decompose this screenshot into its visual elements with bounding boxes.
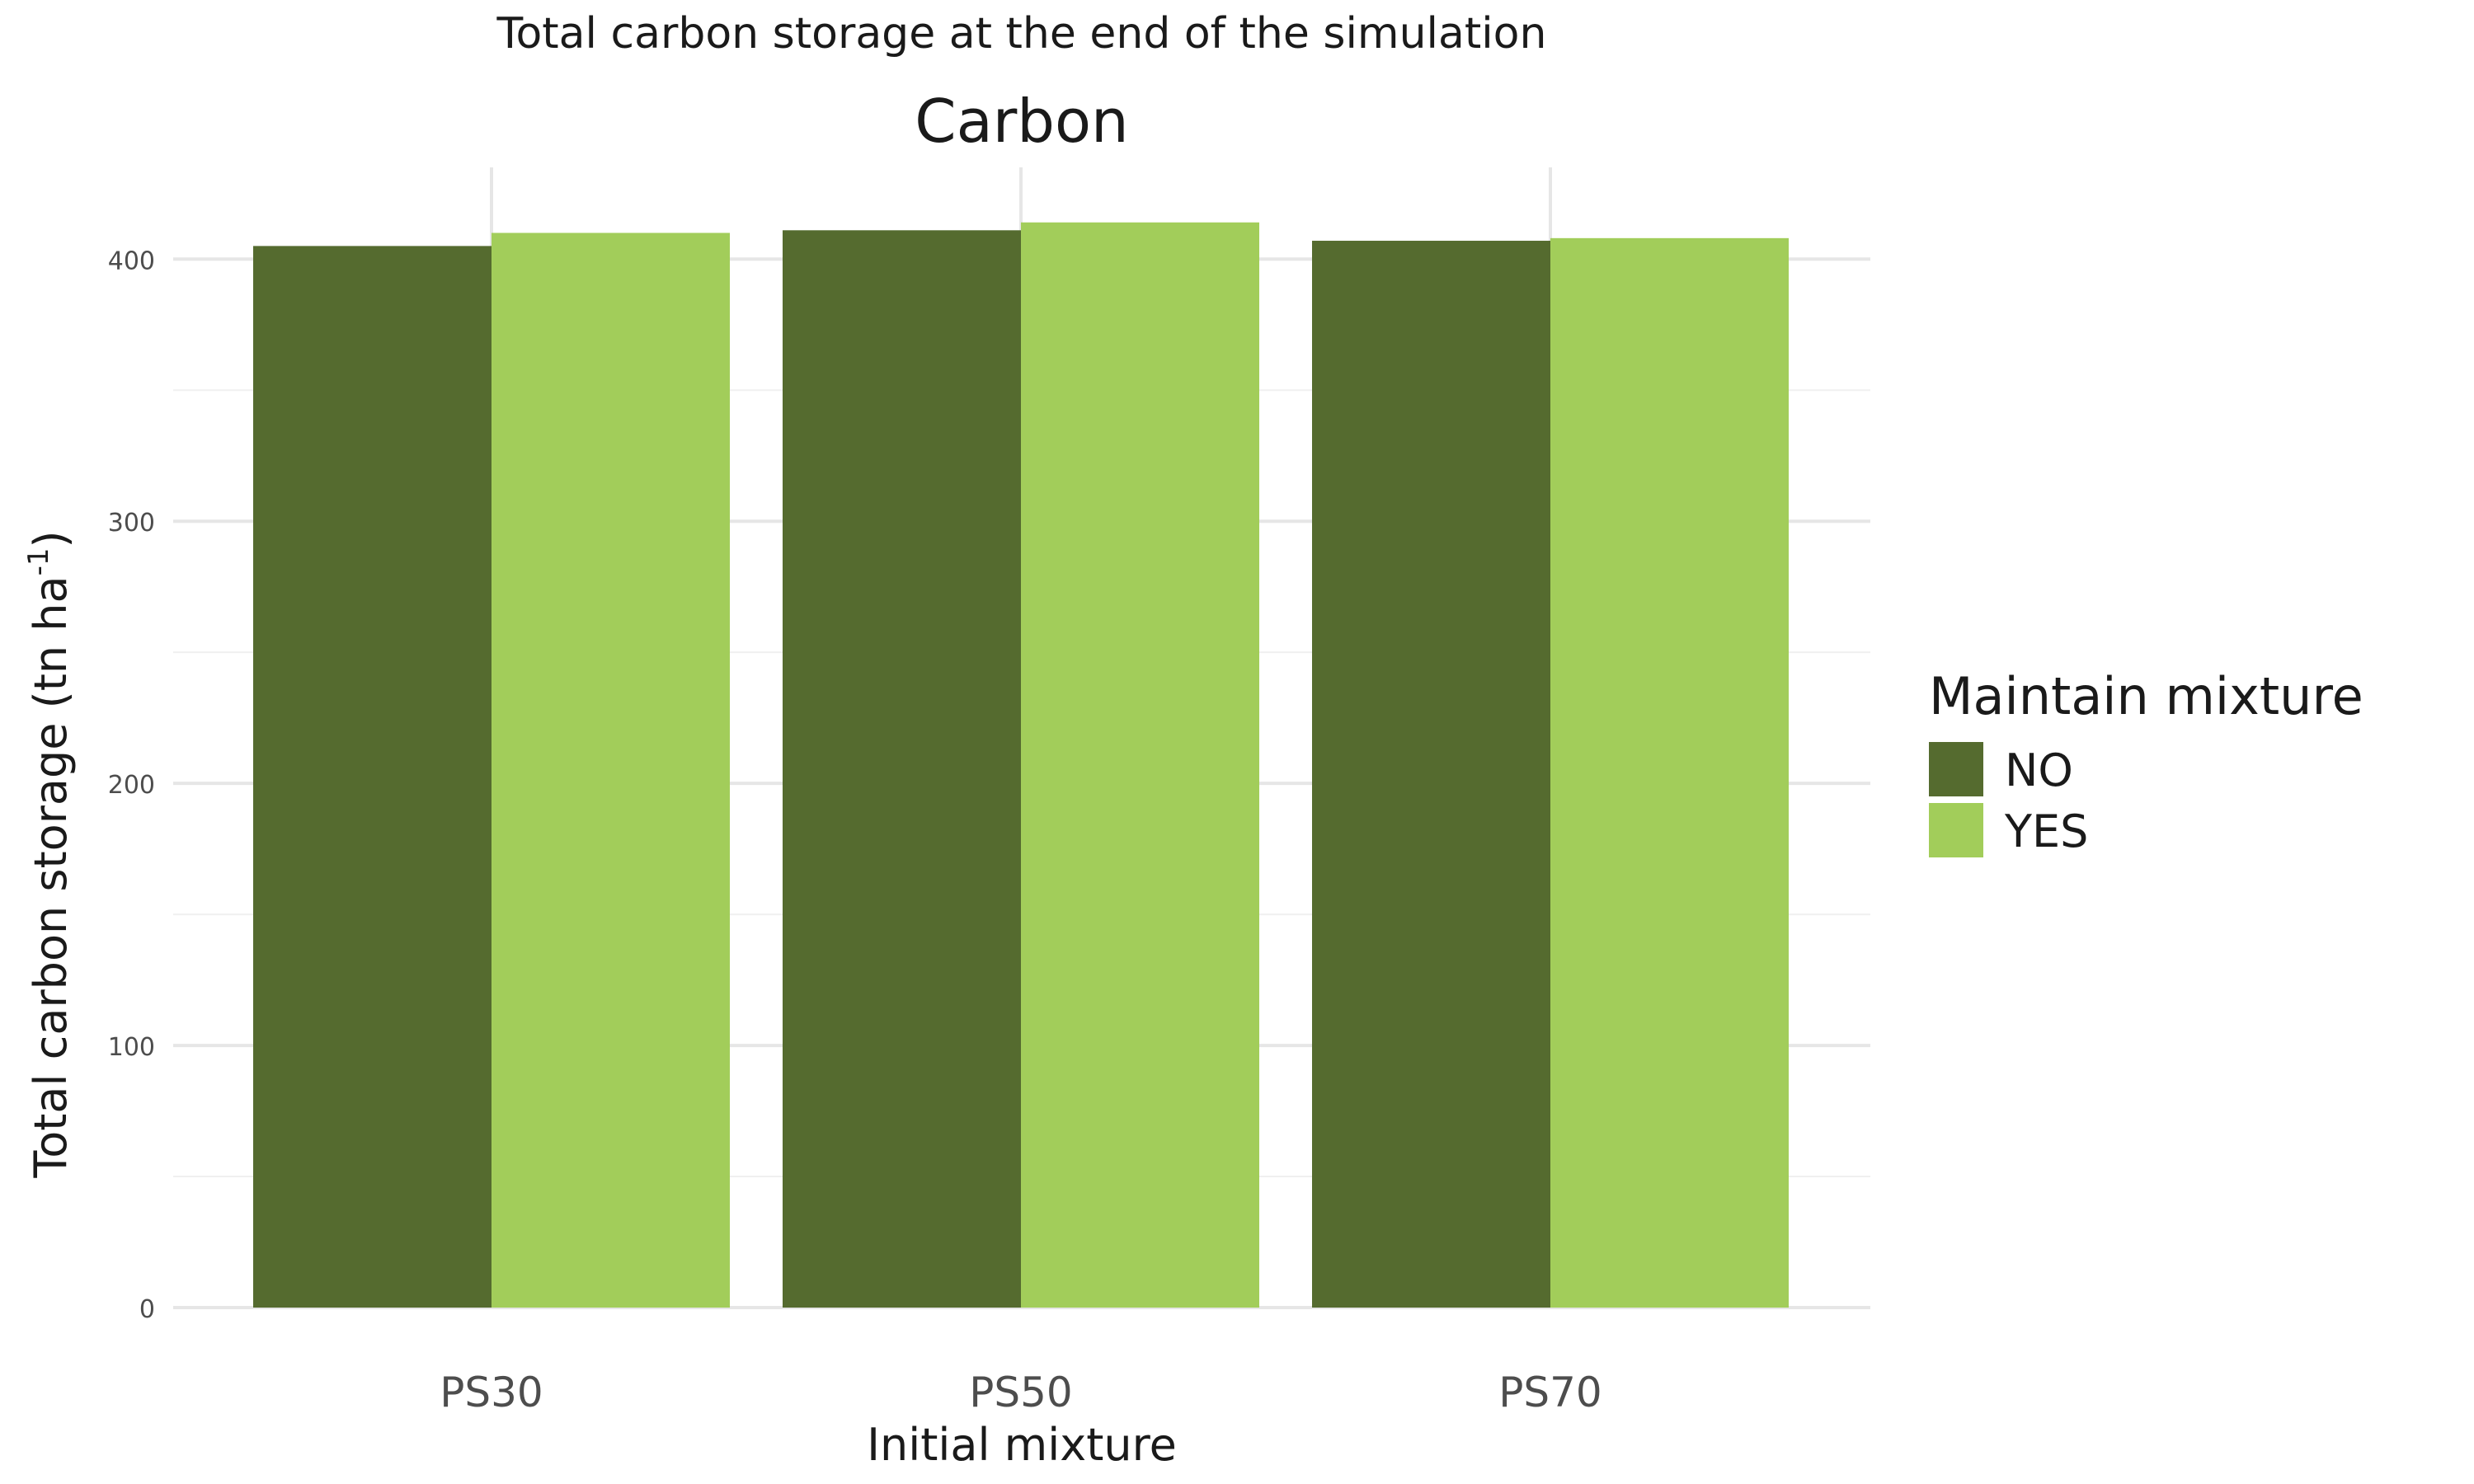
- page-title: Total carbon storage at the end of the s…: [496, 9, 1547, 59]
- bar-ps70-no: [1312, 241, 1550, 1308]
- y-axis-label: Total carbon storage (tn ha-1): [22, 530, 77, 1178]
- y-axis-label-close: ): [25, 530, 77, 547]
- y-axis-label-main: Total carbon storage (tn ha: [25, 575, 77, 1178]
- bar-ps50-yes: [1021, 222, 1259, 1308]
- bars: [253, 222, 1789, 1308]
- legend: Maintain mixture NO YES: [1929, 666, 2363, 857]
- y-tick-label: 100: [108, 1033, 155, 1062]
- y-axis-label-superscript: -1: [22, 547, 55, 575]
- y-tick-label: 0: [139, 1295, 155, 1324]
- y-tick-label: 200: [108, 771, 155, 800]
- legend-swatch-yes: [1929, 803, 1983, 857]
- y-tick-label: 300: [108, 509, 155, 538]
- legend-swatch-no: [1929, 742, 1983, 796]
- y-axis-ticks: 0 100 200 300 400: [108, 247, 155, 1324]
- x-tick-label: PS50: [969, 1369, 1073, 1416]
- x-tick-label: PS70: [1498, 1369, 1602, 1416]
- x-tick-label: PS30: [440, 1369, 543, 1416]
- legend-label-yes: YES: [2004, 805, 2088, 857]
- bar-ps50-no: [783, 230, 1021, 1308]
- legend-label-no: NO: [2005, 744, 2073, 796]
- y-tick-label: 400: [108, 247, 155, 275]
- bar-ps70-yes: [1550, 237, 1789, 1308]
- bar-ps30-no: [253, 246, 492, 1308]
- chart-title: Carbon: [915, 87, 1128, 156]
- bar-ps30-yes: [492, 232, 730, 1308]
- x-axis-label: Initial mixture: [867, 1419, 1177, 1471]
- legend-title: Maintain mixture: [1929, 666, 2363, 726]
- x-axis-ticks: PS30 PS50 PS70: [440, 1369, 1602, 1416]
